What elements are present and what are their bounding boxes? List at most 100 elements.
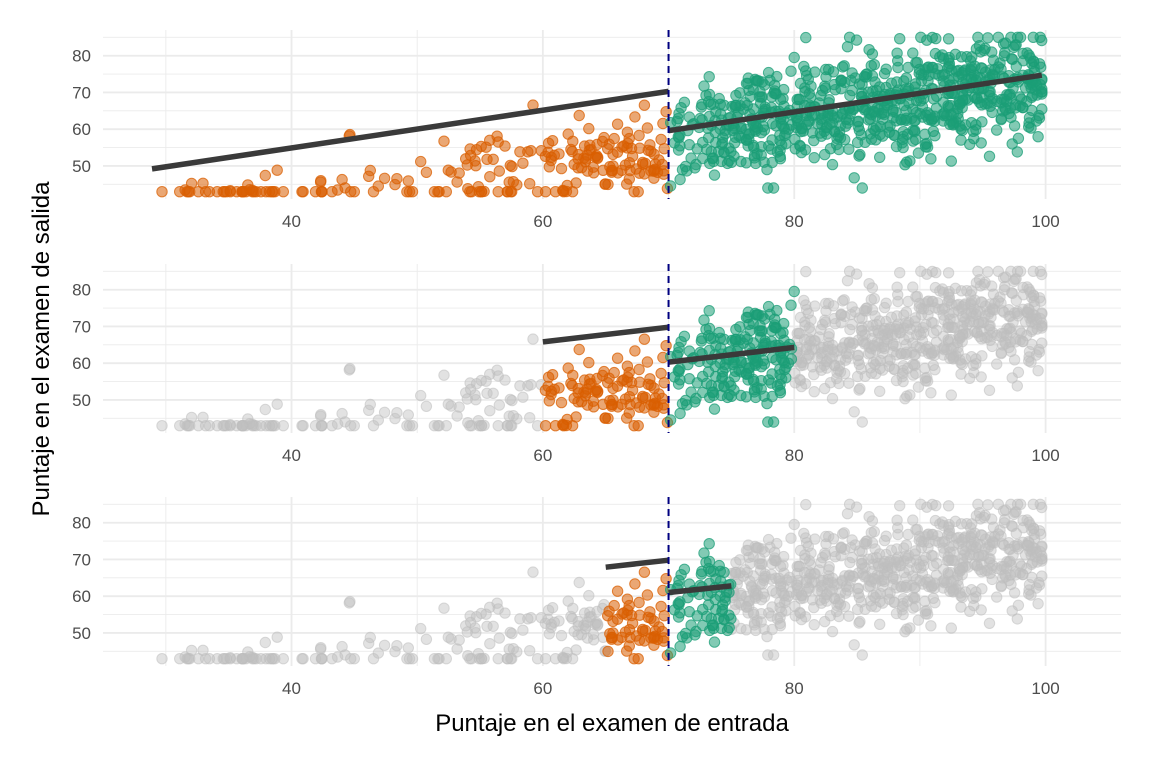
x-tick-label: 60	[533, 679, 552, 698]
point-below-cutoff	[641, 356, 654, 368]
point-below-cutoff	[555, 396, 568, 409]
point-below-cutoff	[478, 185, 490, 198]
point-excluded	[942, 267, 955, 279]
point-excluded	[367, 653, 380, 665]
point-excluded	[947, 341, 960, 354]
point-excluded	[897, 375, 909, 388]
point-excluded	[943, 524, 956, 537]
point-excluded	[921, 375, 934, 387]
y-tick-label: 70	[72, 317, 91, 336]
point-above-cutoff	[703, 305, 715, 317]
point-below-cutoff	[660, 573, 672, 585]
point-below-cutoff	[464, 149, 477, 162]
point-excluded	[997, 339, 1009, 351]
point-below-cutoff	[633, 596, 645, 609]
point-above-cutoff	[907, 47, 919, 59]
point-excluded	[809, 300, 821, 312]
point-excluded	[820, 356, 832, 368]
point-above-cutoff	[690, 625, 702, 638]
point-excluded	[179, 418, 191, 430]
point-below-cutoff	[504, 159, 516, 172]
point-above-cutoff	[827, 66, 840, 78]
point-excluded	[866, 515, 879, 527]
point-excluded	[1027, 265, 1040, 277]
y-tick-label: 80	[72, 47, 91, 66]
point-excluded	[763, 607, 775, 619]
point-excluded	[461, 393, 473, 405]
y-axis-title: Puntaje en el examen de salida	[28, 181, 55, 517]
point-excluded	[900, 346, 913, 358]
point-excluded	[912, 381, 925, 393]
point-below-cutoff	[611, 352, 624, 364]
point-excluded	[806, 361, 819, 373]
point-excluded	[798, 527, 810, 540]
point-above-cutoff	[880, 63, 892, 75]
point-excluded	[799, 549, 811, 561]
point-excluded	[793, 327, 805, 339]
point-above-cutoff	[755, 325, 767, 337]
point-below-cutoff	[462, 183, 474, 195]
point-excluded	[833, 377, 845, 390]
point-above-cutoff	[755, 91, 767, 103]
point-excluded	[997, 272, 1010, 284]
point-excluded	[867, 319, 879, 331]
point-below-cutoff	[618, 374, 630, 386]
point-excluded	[503, 410, 515, 422]
point-excluded	[977, 316, 990, 329]
point-excluded	[470, 394, 482, 406]
point-excluded	[953, 329, 965, 342]
point-excluded	[969, 294, 981, 306]
point-excluded	[785, 532, 797, 544]
point-excluded	[504, 626, 516, 639]
point-above-cutoff	[843, 31, 856, 43]
point-above-cutoff	[664, 647, 677, 659]
point-excluded	[1011, 380, 1023, 392]
point-above-cutoff	[923, 69, 935, 82]
point-above-cutoff	[1027, 31, 1040, 43]
point-excluded	[975, 604, 987, 616]
point-excluded	[976, 350, 988, 362]
point-excluded	[461, 626, 473, 638]
point-excluded	[835, 317, 847, 329]
point-excluded	[453, 634, 465, 646]
point-above-cutoff	[820, 122, 832, 134]
point-excluded	[415, 622, 427, 635]
point-excluded	[942, 334, 954, 346]
point-above-cutoff	[703, 329, 715, 342]
point-excluded	[798, 294, 810, 307]
point-above-cutoff	[1010, 60, 1022, 73]
point-below-cutoff	[420, 166, 433, 179]
point-excluded	[197, 644, 209, 656]
point-above-cutoff	[791, 115, 804, 127]
point-below-cutoff	[629, 578, 641, 590]
point-excluded	[880, 297, 892, 309]
point-excluded	[834, 366, 847, 378]
point-excluded	[742, 539, 754, 551]
point-above-cutoff	[713, 92, 725, 105]
point-below-cutoff	[642, 378, 654, 390]
point-above-cutoff	[740, 368, 753, 380]
point-below-cutoff	[581, 399, 594, 411]
point-excluded	[923, 303, 935, 316]
point-excluded	[826, 625, 839, 638]
point-below-cutoff	[543, 395, 555, 407]
point-excluded	[850, 268, 863, 280]
point-excluded	[581, 632, 594, 644]
point-above-cutoff	[943, 57, 956, 70]
point-excluded	[453, 401, 465, 413]
point-excluded	[499, 374, 511, 386]
point-excluded	[1030, 313, 1043, 325]
point-excluded	[844, 574, 857, 587]
point-excluded	[401, 420, 413, 432]
point-excluded	[991, 358, 1003, 370]
point-excluded	[884, 354, 896, 366]
point-excluded	[1030, 349, 1043, 361]
point-above-cutoff	[868, 58, 880, 71]
point-excluded	[927, 579, 939, 592]
point-excluded	[766, 623, 778, 636]
point-excluded	[1028, 295, 1040, 308]
point-excluded	[929, 281, 942, 294]
point-excluded	[884, 587, 896, 599]
point-excluded	[868, 293, 880, 305]
point-above-cutoff	[997, 105, 1009, 117]
